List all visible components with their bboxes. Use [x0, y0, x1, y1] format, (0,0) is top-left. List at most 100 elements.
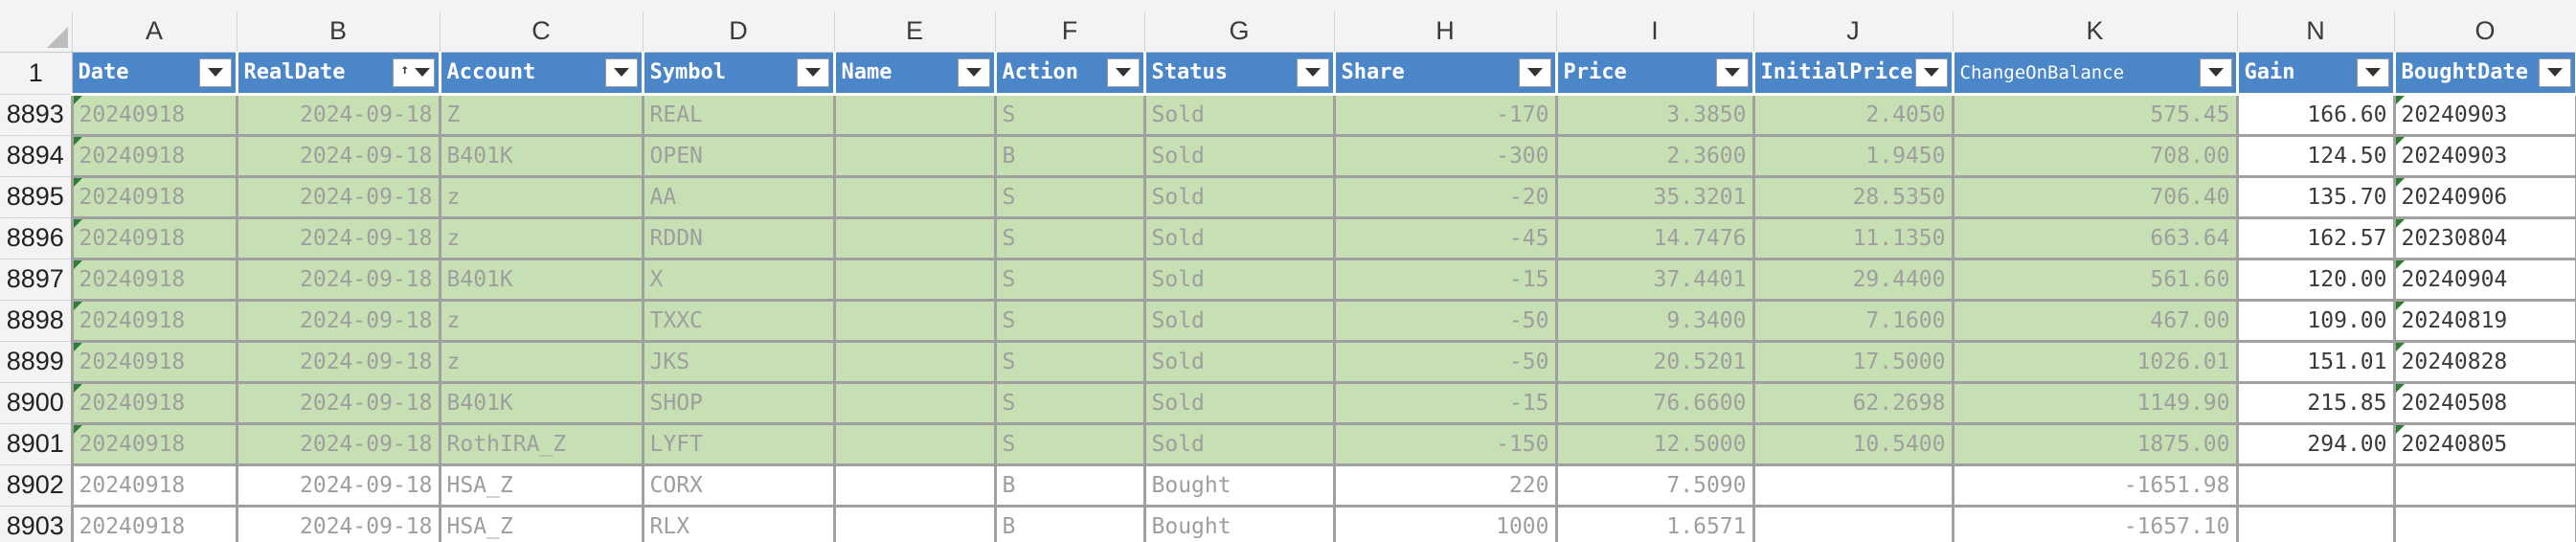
cell-gain[interactable]: 120.00 [2235, 257, 2396, 302]
cell-share[interactable]: -15 [1332, 380, 1558, 425]
cell-initialprice[interactable]: 11.1350 [1751, 215, 1955, 260]
column-header-n[interactable]: N [2237, 11, 2395, 53]
cell-account[interactable]: HSA_Z [438, 463, 644, 508]
cell-boughtdate[interactable]: 20240805 [2392, 421, 2576, 466]
cell-changeonbalance[interactable]: 1149.90 [1951, 380, 2239, 425]
cell-initialprice[interactable]: 7.1600 [1751, 298, 1955, 343]
cell-gain[interactable]: 124.50 [2235, 133, 2396, 178]
cell-changeonbalance[interactable]: -1651.98 [1951, 463, 2239, 508]
cell-action[interactable]: S [993, 298, 1146, 343]
cell-name[interactable] [832, 463, 997, 508]
cell-date[interactable]: 20240918 [70, 421, 238, 466]
cell-realdate[interactable]: 2024-09-18 [235, 380, 441, 425]
cell-status[interactable]: Bought [1142, 504, 1336, 542]
cell-share[interactable]: 1000 [1332, 504, 1558, 542]
cell-price[interactable]: 2.3600 [1554, 133, 1755, 178]
cell-changeonbalance[interactable]: 1026.01 [1951, 339, 2239, 384]
cell-price[interactable]: 1.6571 [1554, 504, 1755, 542]
cell-price[interactable]: 37.4401 [1554, 257, 1755, 302]
cell-account[interactable]: z [438, 339, 644, 384]
cell-symbol[interactable]: JKS [641, 339, 836, 384]
cell-date[interactable]: 20240918 [70, 257, 238, 302]
cell-share[interactable]: -50 [1332, 298, 1558, 343]
cell-name[interactable] [832, 92, 997, 137]
cell-share[interactable]: -20 [1332, 174, 1558, 219]
cell-initialprice[interactable]: 28.5350 [1751, 174, 1955, 219]
cell-changeonbalance[interactable]: 561.60 [1951, 257, 2239, 302]
filter-dropdown-button[interactable] [1106, 57, 1140, 87]
row-header[interactable]: 8897 [0, 259, 73, 301]
cell-account[interactable]: B401K [438, 133, 644, 178]
header-name[interactable]: Name [834, 52, 997, 96]
cell-action[interactable]: S [993, 257, 1146, 302]
row-header[interactable]: 8894 [0, 135, 73, 177]
column-header-c[interactable]: C [440, 11, 644, 53]
cell-status[interactable]: Sold [1142, 298, 1336, 343]
cell-boughtdate[interactable] [2392, 463, 2576, 508]
cell-boughtdate[interactable]: 20240828 [2392, 339, 2576, 384]
cell-name[interactable] [832, 257, 997, 302]
cell-symbol[interactable]: LYFT [641, 421, 836, 466]
column-header-j[interactable]: J [1753, 11, 1954, 53]
cell-symbol[interactable]: TXXC [641, 298, 836, 343]
cell-realdate[interactable]: 2024-09-18 [235, 504, 441, 542]
cell-account[interactable]: z [438, 215, 644, 260]
cell-status[interactable]: Sold [1142, 257, 1336, 302]
cell-account[interactable]: RothIRA_Z [438, 421, 644, 466]
cell-account[interactable]: B401K [438, 380, 644, 425]
row-header[interactable]: 8901 [0, 423, 73, 465]
cell-realdate[interactable]: 2024-09-18 [235, 174, 441, 219]
row-header[interactable]: 8898 [0, 300, 73, 342]
cell-price[interactable]: 12.5000 [1554, 421, 1755, 466]
cell-name[interactable] [832, 380, 997, 425]
cell-share[interactable]: -300 [1332, 133, 1558, 178]
cell-changeonbalance[interactable]: 708.00 [1951, 133, 2239, 178]
cell-price[interactable]: 20.5201 [1554, 339, 1755, 384]
cell-symbol[interactable]: X [641, 257, 836, 302]
cell-share[interactable]: -15 [1332, 257, 1558, 302]
filter-dropdown-button[interactable] [1518, 57, 1551, 87]
cell-account[interactable]: HSA_Z [438, 504, 644, 542]
header-realdate[interactable]: RealDate ↑ [237, 52, 441, 96]
header-gain[interactable]: Gain [2237, 52, 2396, 96]
cell-status[interactable]: Sold [1142, 421, 1336, 466]
cell-changeonbalance[interactable]: 706.40 [1951, 174, 2239, 219]
row-header[interactable]: 8893 [0, 94, 73, 136]
cell-initialprice[interactable] [1751, 463, 1955, 508]
cell-share[interactable]: -150 [1332, 421, 1558, 466]
column-header-d[interactable]: D [643, 11, 835, 53]
cell-name[interactable] [832, 174, 997, 219]
cell-price[interactable]: 9.3400 [1554, 298, 1755, 343]
cell-name[interactable] [832, 504, 997, 542]
cell-share[interactable]: -170 [1332, 92, 1558, 137]
cell-boughtdate[interactable]: 20240904 [2392, 257, 2576, 302]
cell-realdate[interactable]: 2024-09-18 [235, 215, 441, 260]
cell-name[interactable] [832, 339, 997, 384]
cell-name[interactable] [832, 215, 997, 260]
cell-account[interactable]: z [438, 298, 644, 343]
cell-date[interactable]: 20240918 [70, 298, 238, 343]
cell-boughtdate[interactable]: 20240906 [2392, 174, 2576, 219]
filter-dropdown-button[interactable]: ↑ [392, 57, 435, 87]
cell-initialprice[interactable] [1751, 504, 1955, 542]
cell-realdate[interactable]: 2024-09-18 [235, 92, 441, 137]
cell-initialprice[interactable]: 2.4050 [1751, 92, 1955, 137]
cell-share[interactable]: -50 [1332, 339, 1558, 384]
cell-boughtdate[interactable]: 20230804 [2392, 215, 2576, 260]
cell-date[interactable]: 20240918 [70, 133, 238, 178]
filter-dropdown-button[interactable] [1715, 57, 1749, 87]
cell-realdate[interactable]: 2024-09-18 [235, 339, 441, 384]
cell-symbol[interactable]: RLX [641, 504, 836, 542]
header-symbol[interactable]: Symbol [643, 52, 836, 96]
cell-gain[interactable]: 151.01 [2235, 339, 2396, 384]
row-header[interactable]: 8903 [0, 506, 73, 542]
filter-dropdown-button[interactable] [2538, 57, 2571, 87]
cell-gain[interactable] [2235, 463, 2396, 508]
header-initialprice[interactable]: InitialPrice [1753, 52, 1955, 96]
cell-price[interactable]: 7.5090 [1554, 463, 1755, 508]
cell-price[interactable]: 3.3850 [1554, 92, 1755, 137]
cell-name[interactable] [832, 421, 997, 466]
cell-date[interactable]: 20240918 [70, 174, 238, 219]
filter-dropdown-button[interactable] [957, 57, 990, 87]
cell-status[interactable]: Sold [1142, 339, 1336, 384]
